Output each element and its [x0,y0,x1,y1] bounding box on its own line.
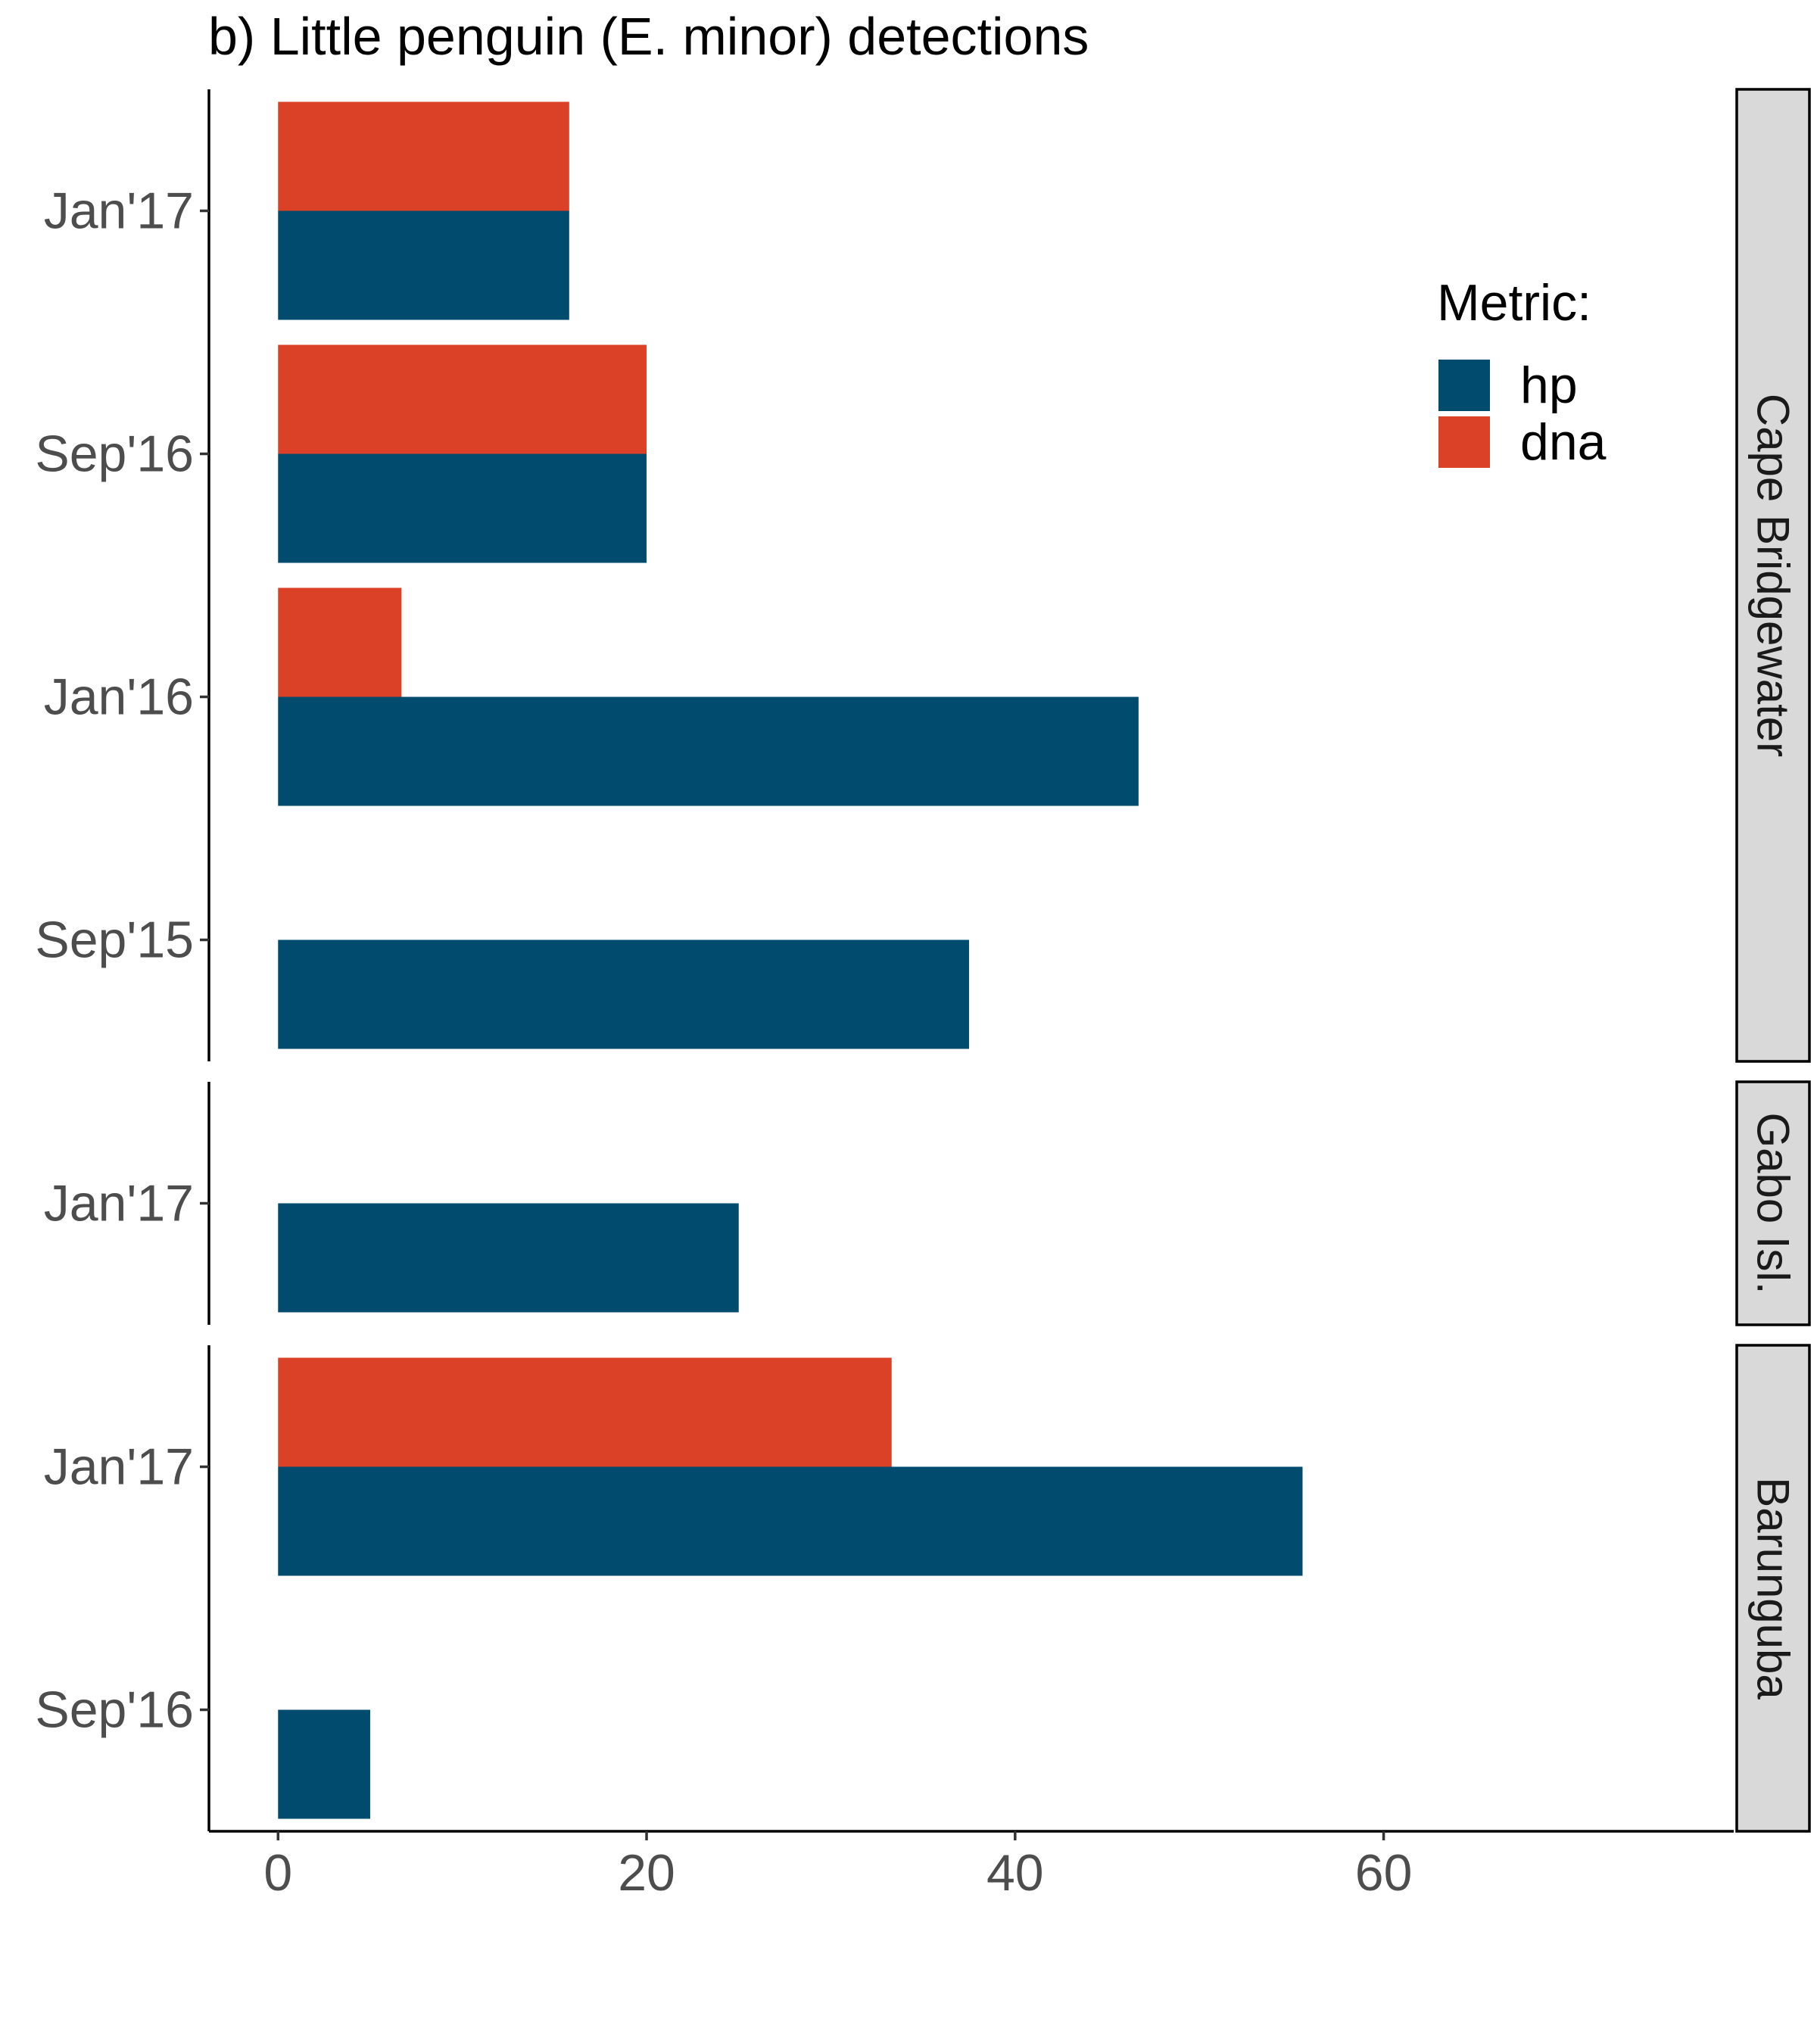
facet-strip-label: Barunguba [1748,1477,1799,1700]
facet-panel: Cape Bridgewater Jan'17 Sep'16 Jan'16 Sep'15 [35,88,1811,1063]
y-tick-label: Sep'15 [35,911,194,969]
legend-label-dna: dna [1520,413,1607,471]
chart-title: b) Little penguin (E. minor) detections [208,7,1089,66]
facet-strip [1735,1344,1811,1833]
bar-dna [278,587,402,697]
bar-dna [278,1357,892,1467]
y-tick-label: Jan'16 [44,668,194,726]
x-tick-label: 60 [1355,1844,1413,1902]
facet-panel: Barunguba Jan'17 Sep'16 [35,1344,1811,1833]
bar-dna [278,101,569,211]
y-tick-label: Jan'17 [44,182,194,240]
x-axis: 0 20 40 60 [209,1830,1734,1902]
x-tick-label: 0 [263,1844,292,1902]
facet-strip-label: Gabo Isl. [1748,1112,1799,1294]
legend-key-dna [1438,416,1490,468]
facet-strip-label: Cape Bridgewater [1748,394,1799,757]
y-tick-label: Sep'16 [35,425,194,483]
y-tick-label: Sep'16 [35,1681,194,1739]
y-tick-label: Jan'17 [44,1175,194,1232]
bar-dna [278,344,647,454]
bar-hp [278,453,647,563]
facet-strip [1735,88,1811,1063]
bar-hp [278,1203,739,1313]
x-tick-label: 40 [986,1844,1044,1902]
bar-hp [278,696,1139,806]
x-tick-label: 20 [618,1844,675,1902]
bar-hp [278,1466,1303,1576]
facet-panels: Cape Bridgewater Jan'17 Sep'16 Jan'16 Sep'15… [35,88,1811,1833]
y-tick-label: Jan'17 [44,1438,194,1496]
bar-hp [278,939,969,1049]
facet-panel: Gabo Isl. Jan'17 [44,1080,1811,1326]
facet-strip [1735,1080,1811,1326]
bar-hp [278,1709,370,1819]
legend-label-hp: hp [1520,357,1578,414]
bar-hp [278,210,569,320]
legend-title: Metric: [1437,274,1591,332]
legend-key-hp [1438,360,1490,411]
